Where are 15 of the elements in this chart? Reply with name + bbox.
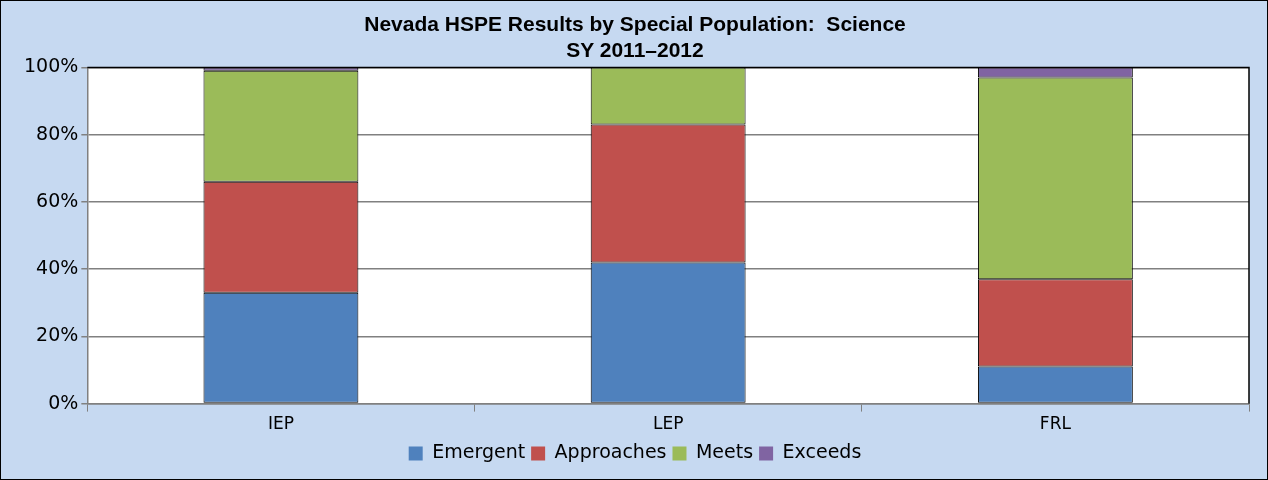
x-tick-label: IEP [267,413,294,434]
y-tick-label: 20% [36,323,79,346]
x-tick-label: FRL [1039,413,1072,434]
legend-label: Meets [695,440,754,463]
legend-label: Exceeds [782,440,862,463]
y-tick-label: 40% [36,256,79,279]
legend-label: Approaches [554,440,667,463]
chart-subtitle: SY 2011–2012 [566,37,704,61]
legend-label: Emergent [432,440,526,463]
y-tick-label: 60% [36,188,79,211]
y-tick-label: 100% [23,54,79,77]
y-tick-label: 80% [36,121,79,144]
chart-title: Nevada HSPE Results by Special Population: Science [364,12,906,36]
y-tick-label: 0% [48,390,79,413]
x-tick-label: LEP [652,413,684,434]
